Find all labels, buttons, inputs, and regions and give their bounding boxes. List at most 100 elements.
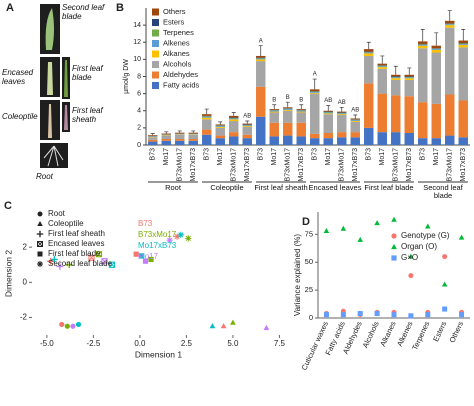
bar-segment [202,134,212,145]
bar-segment [418,41,428,44]
error-bar [461,29,466,41]
x-tick-label: B73 [420,148,427,161]
group-label: Root [165,183,181,192]
significance-letter: AB [351,108,359,114]
point [458,234,465,240]
legend-label: B73 [138,219,153,228]
bar-segment [323,110,333,112]
error-bar [299,104,304,110]
bar-segment [458,47,468,101]
bar-segment [323,138,333,145]
legend-label: Alcohols [163,59,192,68]
bar-segment [310,133,320,139]
bar-segment [283,109,293,111]
error-bar [245,120,250,124]
point [442,254,448,260]
significance-letter: B [299,97,303,103]
point [220,323,227,329]
legend-label: Encased leaves [48,239,104,248]
bar-segment [337,132,347,138]
bar-segment [310,93,320,134]
bar-segment [391,79,401,96]
point [70,323,76,329]
point [459,312,465,318]
bar-segment [404,74,414,77]
bar-segment [391,78,401,80]
x-tick-label: Others [447,320,465,344]
bar-segment [188,140,198,145]
point [374,311,380,317]
x-tick-label: Mo17 [163,148,170,166]
error-bar [231,112,236,116]
bar-segment [337,115,347,133]
bar-segment [350,121,360,133]
x-tick-label: 2.5 [181,339,193,348]
bar-segment [458,44,468,48]
point [47,257,54,265]
bar-segment [296,112,306,123]
panel-letter: C [4,200,12,212]
bar-segment [364,52,374,54]
bar-segment [296,110,306,112]
x-tick-label: B73 [258,148,265,161]
point [408,313,414,319]
bar-segment [229,118,239,120]
legend-label: G×O [401,253,418,262]
point [95,251,103,258]
error-bar [380,55,385,64]
bar-segment [391,74,401,77]
point [139,253,145,259]
point [148,256,154,263]
x-tick-label: B73xMo17 [231,148,238,182]
legend-swatch [152,29,159,37]
legend-label: Terpenes [163,28,194,37]
bar-segment [377,93,387,133]
legend-swatch [152,61,159,68]
tissue-photos [40,4,70,168]
bar-segment [445,94,455,136]
bar-segment [364,83,374,128]
point [340,312,346,318]
point [88,254,95,261]
bar-segment [404,133,414,145]
bar-segment [418,102,428,139]
point [230,319,236,325]
x-tick-label: Mo17 [271,148,278,166]
point [56,263,64,270]
legend-label: Coleoptile [48,219,84,228]
legend-label: Esters [163,17,185,26]
bar-segment [458,137,468,145]
legend-swatch [152,19,159,26]
legend-swatch [152,50,159,58]
bar-segment [256,86,266,117]
x-tick-label: B73 [204,148,211,161]
y-axis-label: Dimension 2 [3,250,13,298]
plot-area [32,212,285,335]
photo-label: Second leaf blade [62,3,105,21]
error-bar [339,106,344,112]
x-tick-label: Mo17 [325,148,332,166]
point [142,258,149,264]
point [108,261,116,268]
bar-segment [310,89,320,92]
photo-label: Encased leaves [2,68,34,86]
sheath [64,105,68,130]
bar-segment [364,55,374,84]
y-tick-label: 12 [133,39,141,46]
point [408,273,414,279]
bar-segment [458,43,468,45]
bar-segment [323,112,333,114]
legend-symbol [37,221,43,226]
x-tick-label: Mo17xB73 [406,148,413,182]
legend-symbol [391,255,397,261]
y-tick-label: 0 [137,142,141,149]
x-tick-label: Mo17 [217,148,224,166]
bar-segment [188,139,198,141]
group-label: First leaf sheath [254,183,308,192]
significance-letter: B [272,97,276,103]
group-label: Encased leaves [308,183,362,192]
bar-segment [269,110,279,112]
error-bar [191,130,196,133]
legend-label: Others [163,7,186,16]
bar-segment [202,117,212,120]
